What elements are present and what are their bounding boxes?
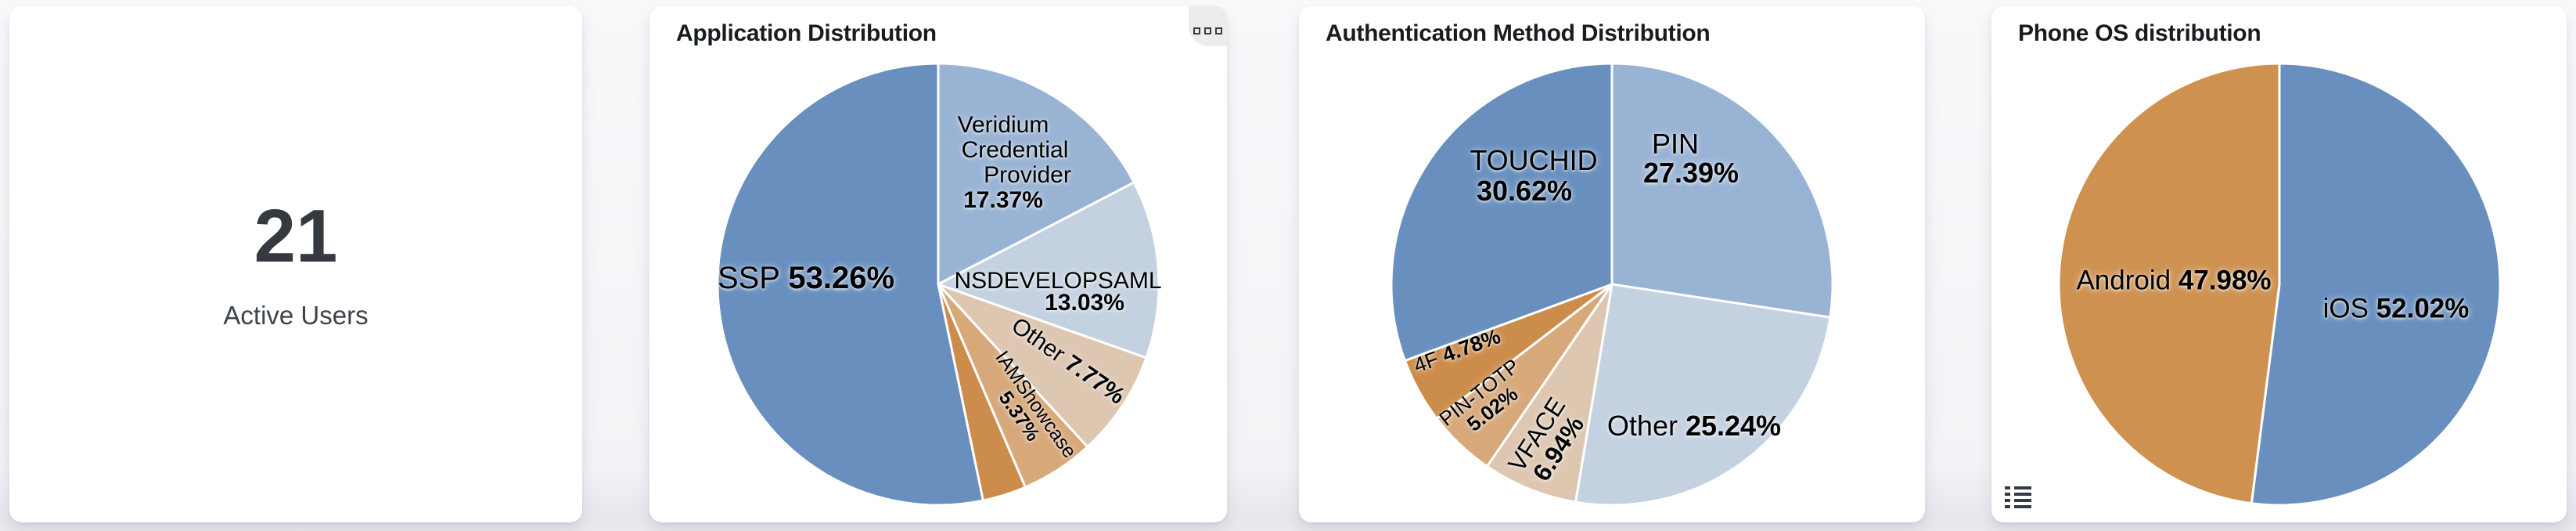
- pie-slice-pin[interactable]: [1610, 62, 1834, 319]
- pie-slice-nsdevelopsaml[interactable]: [937, 181, 1160, 359]
- active-users-card: 21 Active Users: [9, 6, 582, 522]
- pie-slice-android[interactable]: [2057, 62, 2280, 505]
- legend-list-icon[interactable]: [2005, 486, 2031, 508]
- pie-slice-ios[interactable]: [2250, 62, 2501, 507]
- pie-slice-veridium-credential-provider[interactable]: [937, 62, 1135, 286]
- pie-slice-label: Veridium Credential Provider 17.37%: [957, 112, 1071, 213]
- pie-slice-label: Android 47.98%: [2076, 265, 2272, 296]
- pie-slice-label: iOS 52.02%: [2322, 293, 2470, 324]
- authentication-method-title: Authentication Method Distribution: [1326, 20, 1711, 46]
- pie-slice-ssp[interactable]: [716, 62, 984, 507]
- application-distribution-title: Application Distribution: [676, 20, 937, 46]
- pie-slice-label: PIN 27.39%: [1642, 128, 1740, 189]
- pie-slice-touchid[interactable]: [1390, 62, 1614, 363]
- phone-os-title: Phone OS distribution: [2018, 20, 2261, 46]
- pie-slice-label: SSP 53.26%: [717, 261, 895, 295]
- authentication-method-card: Authentication Method Distribution TOUCH…: [1299, 6, 1925, 522]
- application-distribution-card: Application Distribution SSP 53.26% Verid…: [649, 6, 1227, 522]
- active-users-label: Active Users: [223, 300, 369, 330]
- phone-os-card: Phone OS distribution Android 47.98% iOS …: [1991, 6, 2567, 522]
- grid-menu-icon[interactable]: [1189, 6, 1227, 46]
- pie-slice-vface[interactable]: [1485, 283, 1614, 504]
- active-users-value: 21: [254, 193, 338, 278]
- pie-slice-label: Other 25.24%: [1606, 410, 1782, 442]
- pie-slice-other[interactable]: [1574, 283, 1832, 507]
- pie-slice-other[interactable]: [937, 283, 1148, 449]
- pie-slice-label: TOUCHID 30.62%: [1470, 144, 1598, 207]
- active-users-stat: 21 Active Users: [9, 6, 582, 522]
- pie-slice-label: NSDEVELOPSAML 13.03%: [954, 268, 1162, 316]
